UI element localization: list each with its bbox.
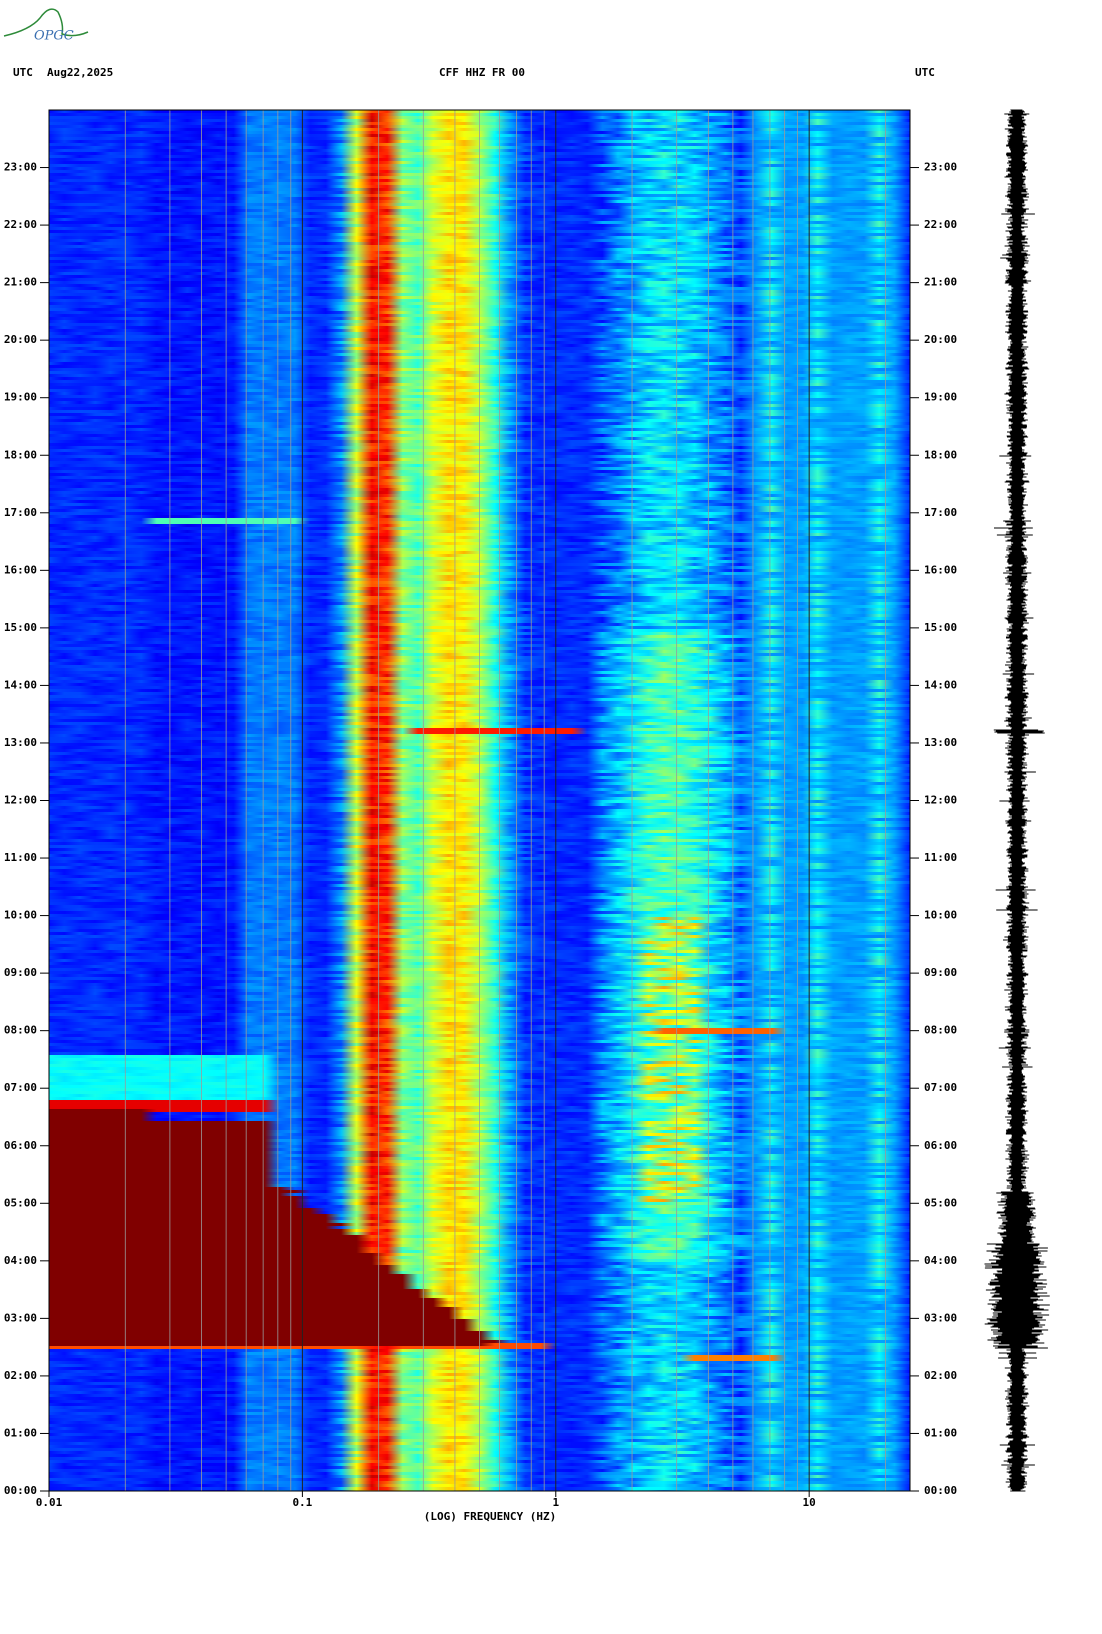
x-axis-label: (LOG) FREQUENCY (HZ) — [424, 1510, 556, 1523]
time-zone-left: UTC — [13, 66, 33, 79]
x-tick-label: 0.1 — [292, 1496, 312, 1509]
y-tick-label-right: 16:00 — [924, 563, 957, 576]
chart-title: CFF HHZ FR 00 — [439, 66, 525, 79]
y-tick-label-right: 02:00 — [924, 1369, 957, 1382]
y-tick-label-left: 17:00 — [4, 506, 37, 519]
y-tick-label-left: 21:00 — [4, 276, 37, 289]
y-tick-label-left: 12:00 — [4, 794, 37, 807]
y-tick-label-right: 06:00 — [924, 1139, 957, 1152]
time-zone-right: UTC — [915, 66, 935, 79]
y-tick-label-left: 22:00 — [4, 218, 37, 231]
y-tick-label-left: 08:00 — [4, 1024, 37, 1037]
y-tick-label-right: 10:00 — [924, 909, 957, 922]
y-tick-label-right: 19:00 — [924, 391, 957, 404]
y-tick-label-left: 09:00 — [4, 966, 37, 979]
y-tick-label-right: 07:00 — [924, 1081, 957, 1094]
x-tick-label: 10 — [803, 1496, 816, 1509]
y-tick-label-left: 13:00 — [4, 736, 37, 749]
logo-text: OPGC — [34, 29, 74, 44]
date: Aug22,2025 — [47, 66, 113, 79]
y-tick-label-right: 05:00 — [924, 1196, 957, 1209]
y-tick-label-left: 01:00 — [4, 1426, 37, 1439]
x-tick-label: 0.01 — [36, 1496, 63, 1509]
y-tick-label-left: 23:00 — [4, 161, 37, 174]
y-tick-label-left: 06:00 — [4, 1139, 37, 1152]
y-tick-label-left: 00:00 — [4, 1484, 37, 1497]
y-tick-label-right: 22:00 — [924, 218, 957, 231]
y-tick-label-right: 18:00 — [924, 448, 957, 461]
y-tick-label-left: 10:00 — [4, 909, 37, 922]
y-tick-label-right: 03:00 — [924, 1311, 957, 1324]
x-tick-label: 1 — [552, 1496, 559, 1509]
logo-swoosh — [3, 8, 89, 37]
y-tick-label-left: 07:00 — [4, 1081, 37, 1094]
axes: 0.01 0.1 1 10 00:00 00:00 01:00 01:00 02:00 02:00… — [4, 109, 957, 1509]
y-tick-label-left: 16:00 — [4, 563, 37, 576]
y-tick-label-right: 20:00 — [924, 333, 957, 346]
y-tick-label-right: 08:00 — [924, 1024, 957, 1037]
seismogram — [984, 109, 1050, 1492]
y-tick-label-right: 21:00 — [924, 276, 957, 289]
logo: OPGC — [3, 8, 89, 44]
y-tick-label-right: 13:00 — [924, 736, 957, 749]
y-tick-label-right: 23:00 — [924, 161, 957, 174]
y-tick-label-left: 03:00 — [4, 1311, 37, 1324]
y-tick-label-left: 18:00 — [4, 448, 37, 461]
y-tick-label-right: 14:00 — [924, 678, 957, 691]
trace-path — [984, 109, 1050, 1492]
y-tick-label-left: 19:00 — [4, 391, 37, 404]
y-tick-label-left: 14:00 — [4, 678, 37, 691]
y-tick-label-right: 01:00 — [924, 1426, 957, 1439]
y-tick-label-right: 11:00 — [924, 851, 957, 864]
y-tick-label-right: 17:00 — [924, 506, 957, 519]
y-tick-label-left: 04:00 — [4, 1254, 37, 1267]
y-tick-label-left: 11:00 — [4, 851, 37, 864]
y-tick-label-right: 09:00 — [924, 966, 957, 979]
y-tick-label-right: 04:00 — [924, 1254, 957, 1267]
y-tick-label-left: 05:00 — [4, 1196, 37, 1209]
y-tick-label-right: 00:00 — [924, 1484, 957, 1497]
y-tick-label-left: 20:00 — [4, 333, 37, 346]
y-tick-label-right: 15:00 — [924, 621, 957, 634]
y-tick-label-left: 02:00 — [4, 1369, 37, 1382]
y-tick-label-right: 12:00 — [924, 794, 957, 807]
y-tick-label-left: 15:00 — [4, 621, 37, 634]
